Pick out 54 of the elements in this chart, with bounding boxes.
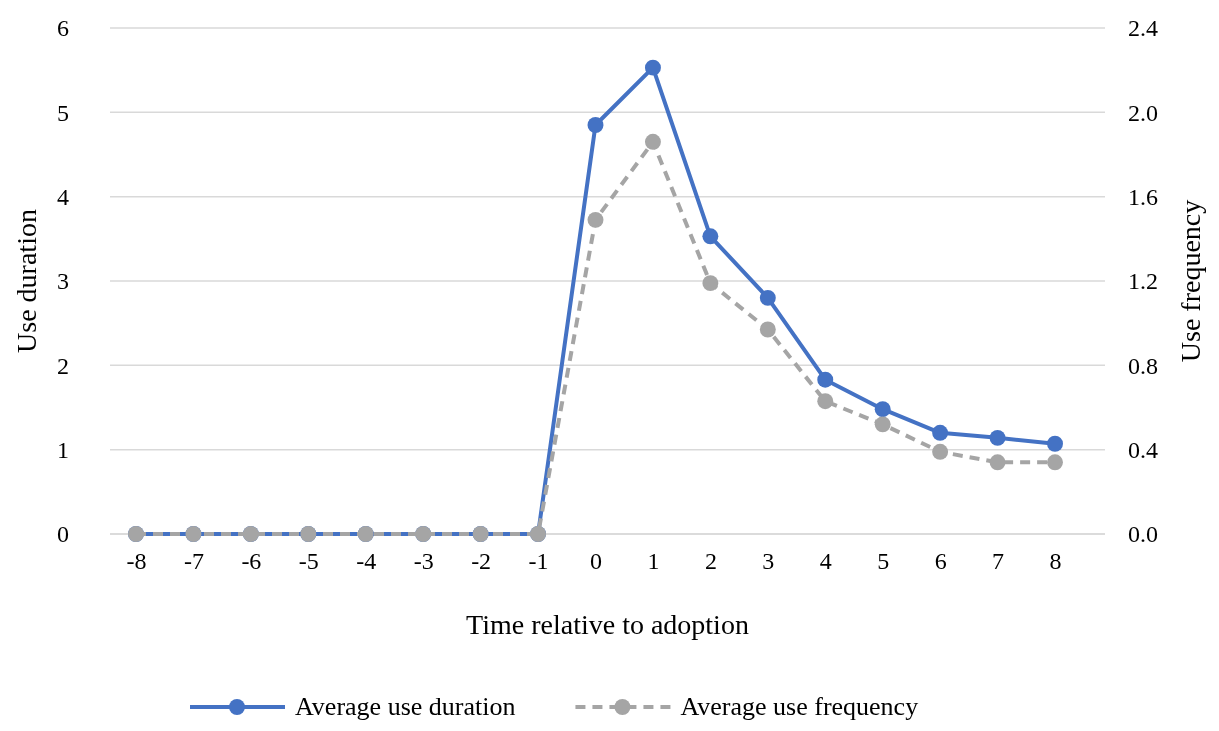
y2-tick-label: 1.6 (1128, 183, 1158, 210)
x-tick-label: -3 (413, 548, 434, 575)
point (587, 117, 604, 133)
point (932, 443, 949, 460)
x-tick-label: -8 (126, 548, 147, 575)
point (759, 321, 776, 338)
point (932, 424, 949, 441)
point (874, 401, 891, 418)
x-tick-label: 6 (934, 548, 947, 575)
point (989, 429, 1006, 446)
x-tick-label: -6 (241, 548, 262, 575)
point (874, 416, 891, 433)
point (702, 228, 719, 245)
x-tick-label: -5 (298, 548, 319, 575)
y2-tick-label: 1.2 (1128, 268, 1158, 295)
point (702, 275, 719, 292)
x-tick-label: 1 (647, 548, 660, 575)
x-tick-label: 0 (590, 548, 602, 575)
y2-tick-label: 0.4 (1128, 436, 1158, 463)
x-tick-label: -4 (356, 548, 377, 575)
y-tick-label: 3 (57, 268, 69, 295)
y-axis-title: Use duration (11, 209, 42, 353)
x-tick-label: 2 (704, 548, 717, 575)
y-tick-label: 1 (57, 436, 69, 463)
point (1047, 454, 1063, 471)
y2-tick-label: 0.0 (1128, 521, 1158, 548)
y2-tick-label: 2.4 (1128, 15, 1158, 42)
point (817, 371, 834, 388)
x-tick-label: -2 (471, 548, 492, 575)
x-tick-label: 8 (1049, 548, 1062, 575)
y-tick-label: 6 (57, 15, 69, 42)
point (1047, 435, 1063, 452)
legend-label: Average use frequency (680, 692, 919, 721)
point (989, 454, 1006, 471)
y2-tick-label: 2.0 (1128, 99, 1158, 126)
y-tick-label: 0 (57, 521, 69, 548)
point (817, 393, 834, 410)
point (644, 59, 661, 76)
x-tick-label: 5 (877, 548, 890, 575)
x-tick-label: 4 (819, 548, 832, 575)
x-tick-label: -1 (528, 548, 549, 575)
y-tick-label: 5 (57, 99, 69, 126)
y-tick-label: 4 (57, 183, 69, 210)
point (587, 211, 604, 228)
x-tick-label: 3 (762, 548, 775, 575)
y2-tick-label: 0.8 (1128, 352, 1158, 379)
point (759, 289, 776, 306)
y2-axis-title: Use frequency (1175, 199, 1206, 363)
point (644, 133, 661, 150)
x-tick-label: -7 (183, 548, 204, 575)
x-tick-label: 7 (992, 548, 1005, 575)
legend-label: Average use duration (295, 692, 516, 721)
y-tick-label: 2 (57, 352, 69, 379)
x-axis-title: Time relative to adoption (466, 609, 749, 640)
